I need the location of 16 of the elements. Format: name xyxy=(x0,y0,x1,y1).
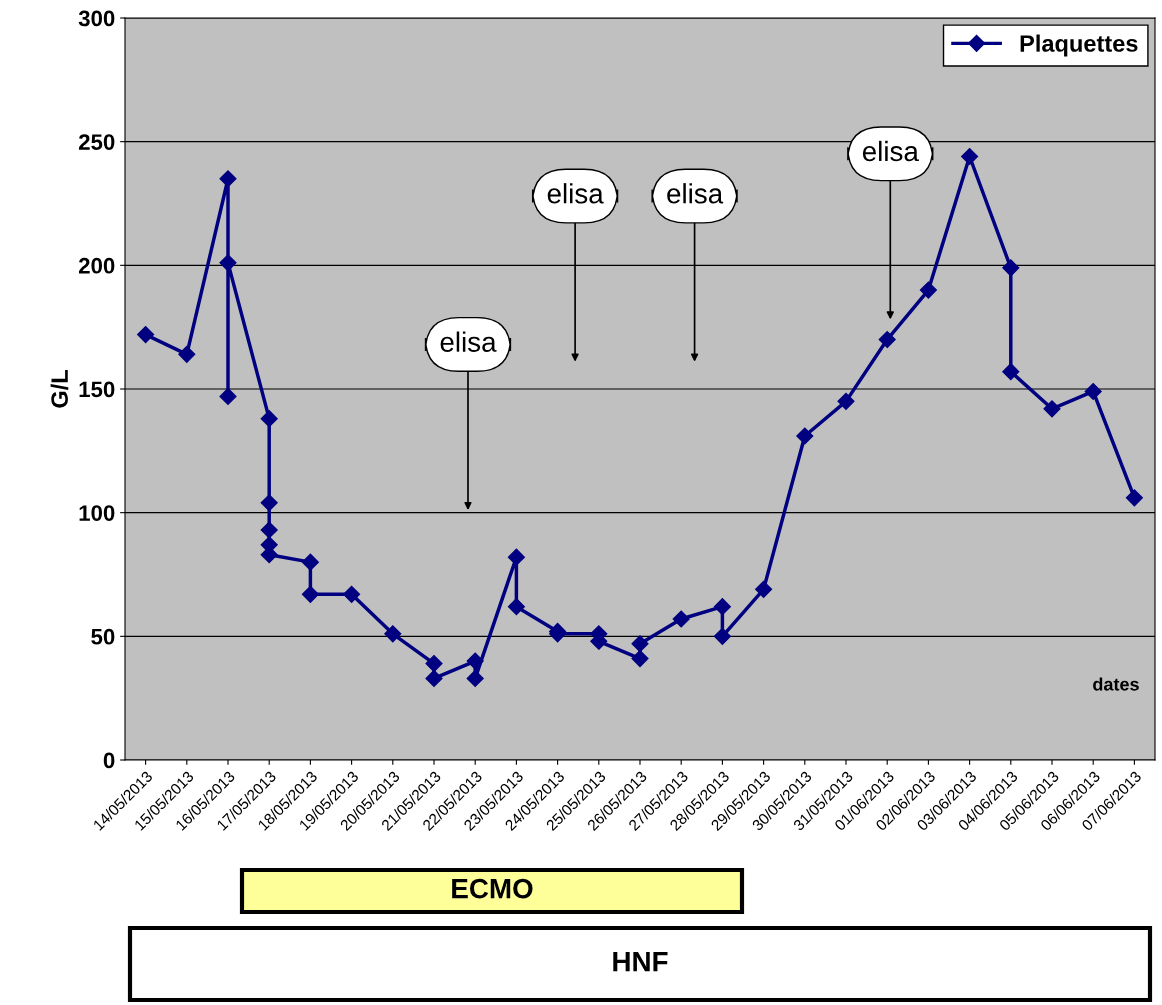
x-axis-title: dates xyxy=(1093,677,1139,691)
y-tick-label: 250 xyxy=(78,134,115,150)
legend-label: Plaquettes xyxy=(1020,34,1138,57)
annotation: elisa xyxy=(667,183,724,204)
y-tick-label: 300 xyxy=(78,10,115,27)
y-axis-title: G/L xyxy=(50,370,69,408)
annotation: elisa xyxy=(862,140,919,162)
y-tick-label: 200 xyxy=(78,257,115,274)
y-tick-label: 50 xyxy=(91,628,115,645)
y-tick-label: 0 xyxy=(103,752,115,769)
annotation: elisa xyxy=(440,331,497,352)
y-tick-label: 100 xyxy=(79,505,115,521)
y-tick-label: 150 xyxy=(79,381,115,398)
annotation: elisa xyxy=(547,183,604,204)
text: ECMO xyxy=(452,878,533,899)
text: HNF xyxy=(613,952,668,972)
